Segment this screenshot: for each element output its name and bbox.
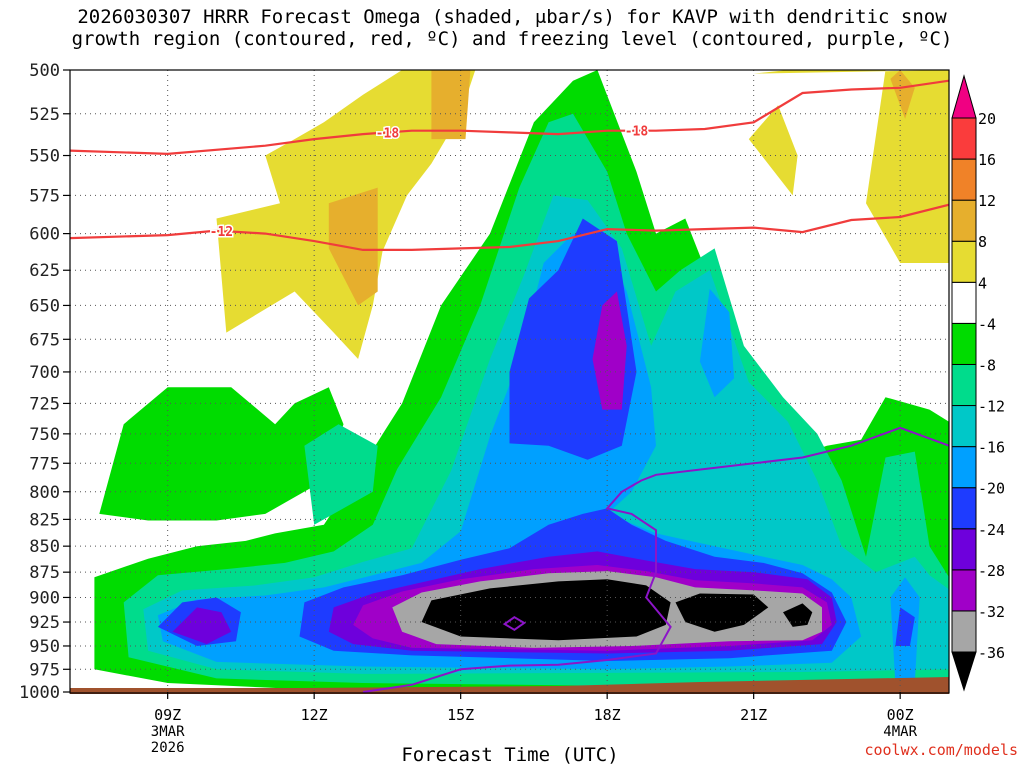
colorbar-label: 20 [978, 110, 996, 128]
colorbar-bottom-triangle [951, 651, 977, 692]
colorbar-label: -16 [978, 439, 1005, 457]
y-tick-label: 525 [29, 105, 60, 125]
x-tick-label: 09Z [154, 706, 181, 724]
omega-shading [94, 70, 949, 692]
y-tick-label: 825 [29, 510, 60, 530]
y-tick-label: 675 [29, 330, 60, 350]
colorbar-label: 16 [978, 151, 996, 169]
y-tick-label: 900 [29, 588, 60, 608]
source-credit: coolwx.com/models [864, 741, 1018, 759]
colorbar-swatch [951, 240, 977, 283]
omega-pos-4-region [753, 70, 949, 263]
omega-pos-8-region [890, 70, 915, 119]
x-tick-date-label: 4MAR [883, 724, 917, 740]
colorbar-label: -28 [978, 562, 1005, 580]
dgz-contour-label: -18 [625, 125, 649, 140]
colorbar-swatch [951, 281, 977, 324]
x-tick-label: 00Z [887, 706, 914, 724]
y-tick-label: 600 [29, 225, 60, 245]
gridlines [70, 70, 949, 692]
y-tick-label: 850 [29, 537, 60, 557]
chart-title-line-2: growth region (contoured, red, ºC) and f… [71, 28, 953, 50]
colorbar-label: -4 [978, 315, 996, 333]
x-tick-date-label: 2026 [151, 740, 185, 756]
omega-pos-8-region [328, 187, 378, 306]
dgz-contour-line [70, 203, 949, 251]
x-tick-label: 12Z [301, 706, 328, 724]
colorbar-label: 8 [978, 233, 987, 251]
colorbar-swatch [951, 363, 977, 407]
y-tick-label: 500 [29, 61, 60, 81]
y-tick-label: 650 [29, 296, 60, 316]
colorbar-swatch [951, 569, 977, 612]
colorbar-top-triangle [951, 74, 977, 119]
colorbar-swatch [951, 322, 977, 365]
y-tick-label: 575 [29, 186, 60, 206]
x-axis-title: Forecast Time (UTC) [401, 744, 619, 766]
x-tick-label: 18Z [594, 706, 621, 724]
y-tick-label: 1000 [19, 683, 60, 703]
y-tick-label: 775 [29, 454, 60, 474]
colorbar-label: -36 [978, 644, 1005, 662]
pressure-axis: 500 525 550 575 600 625 650 675 700 725 750 775 800 8… [19, 61, 70, 703]
y-tick-label: 925 [29, 613, 60, 633]
colorbar-swatch [951, 610, 977, 653]
dgz-contour-line [70, 79, 949, 156]
x-tick-date-label: 3MAR [151, 724, 185, 740]
colorbar-swatch [951, 405, 977, 448]
omega-m4-region [99, 387, 344, 521]
x-tick-label: 21Z [740, 706, 767, 724]
chart-title-line-1: 2026030307 HRRR Forecast Omega (shaded, … [77, 6, 947, 28]
y-tick-label: 750 [29, 425, 60, 445]
dgz-contour-label: -18 [376, 126, 400, 141]
colorbar-label: -32 [978, 603, 1005, 621]
ground-surface [70, 677, 949, 694]
dgz-contour-label: -12 [210, 225, 233, 240]
contour-lines: -18 -18 -12 [70, 79, 949, 693]
colorbar-label: -20 [978, 480, 1005, 498]
y-tick-label: 550 [29, 147, 60, 167]
y-tick-label: 625 [29, 261, 60, 281]
y-tick-label: 950 [29, 637, 60, 657]
colorbar-swatch [951, 199, 977, 242]
y-tick-label: 700 [29, 363, 60, 383]
colorbar-label: 12 [978, 192, 996, 210]
y-tick-label: 975 [29, 660, 60, 680]
omega-m20-region [895, 607, 915, 646]
y-tick-label: 725 [29, 394, 60, 414]
omega-m16-region [699, 288, 735, 398]
y-tick-label: 875 [29, 563, 60, 583]
omega-m8-region [304, 424, 378, 525]
omega-m24-region [172, 607, 232, 645]
colorbar-label: 4 [978, 274, 987, 292]
omega-m28-region [592, 291, 627, 410]
colorbar-swatch [951, 487, 977, 530]
colorbar-swatch [951, 446, 977, 489]
colorbar-swatch [951, 528, 977, 571]
chart-title: 2026030307 HRRR Forecast Omega (shaded, … [0, 6, 1024, 50]
omega-pos-4-region [748, 105, 798, 196]
colorbar-label: -12 [978, 398, 1005, 416]
omega-m36-region [421, 579, 671, 641]
omega-pos-8-region [431, 70, 471, 140]
y-tick-label: 800 [29, 483, 60, 503]
colorbar-swatch [951, 158, 977, 201]
colorbar: -36 -32 -28 -24 -20 -16 -12 -8 -4 4 8 12 16 20 [951, 74, 1005, 692]
colorbar-swatch [951, 117, 977, 160]
colorbar-label: -8 [978, 356, 996, 374]
omega-m36-region [783, 603, 813, 627]
freezing-level-loop [502, 616, 527, 631]
freezing-level-line [362, 426, 949, 693]
x-tick-label: 15Z [447, 706, 474, 724]
plot-frame [69, 69, 950, 694]
colorbar-label: -24 [978, 521, 1005, 539]
